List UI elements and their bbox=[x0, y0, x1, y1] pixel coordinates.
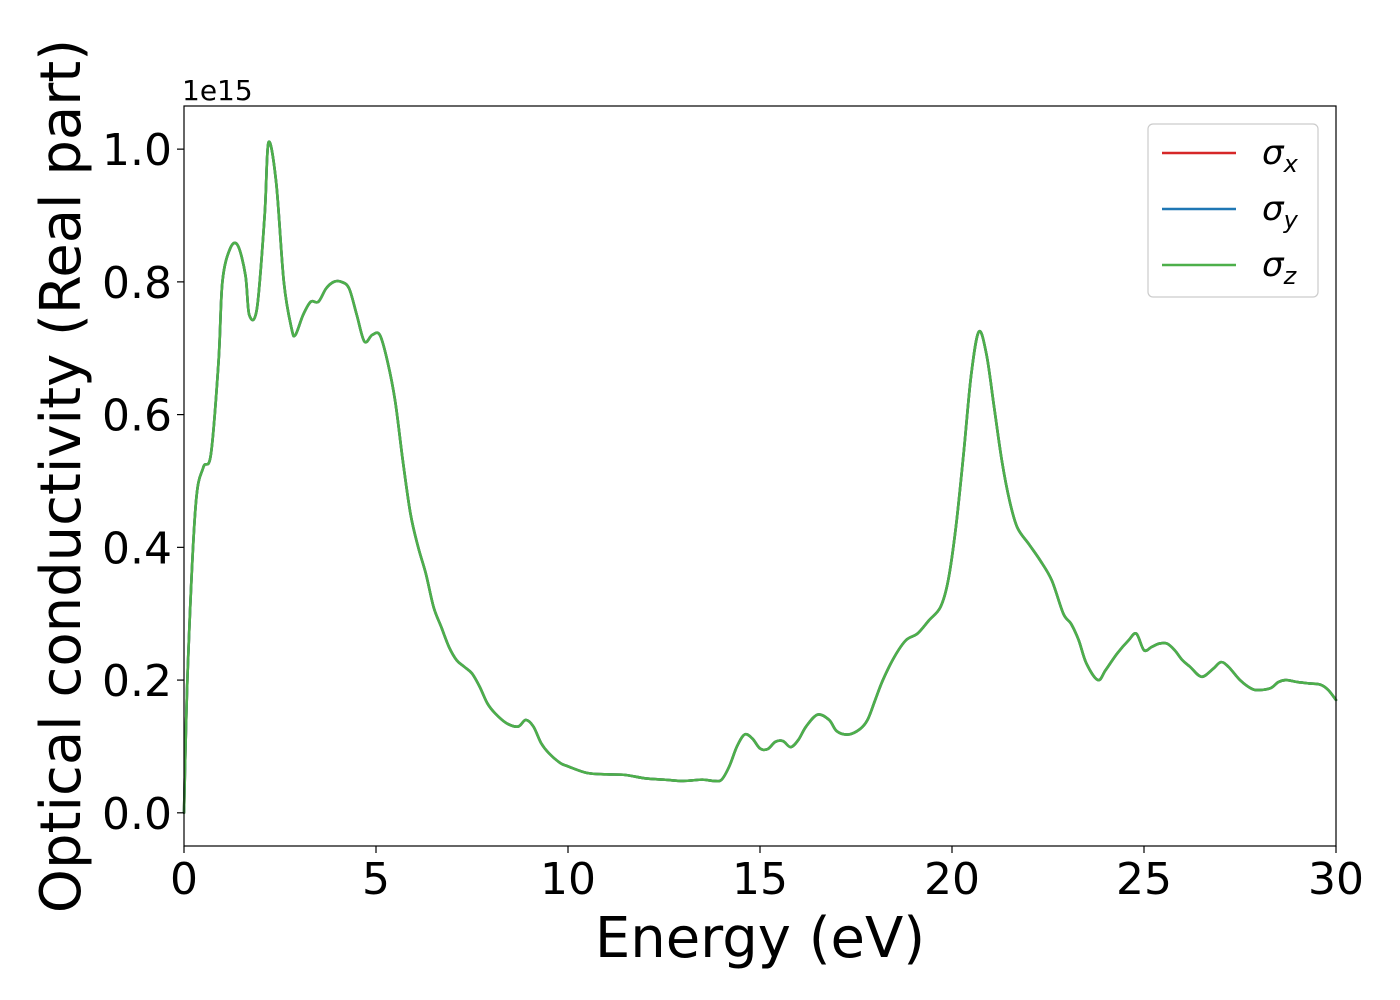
series-layer bbox=[182, 140, 1338, 815]
y-tick-label: 1.0 bbox=[102, 125, 172, 176]
y-tick-label: 0.0 bbox=[102, 789, 172, 840]
x-tick-label: 30 bbox=[1308, 854, 1364, 905]
x-axis-ticks: 0 5 10 15 20 25 30 bbox=[170, 846, 1364, 905]
y-tick-label: 0.4 bbox=[102, 523, 172, 574]
x-axis-label: Energy (eV) bbox=[595, 906, 925, 971]
y-axis-label: Optical conductivity (Real part) bbox=[29, 39, 94, 913]
x-tick-label: 15 bbox=[732, 854, 788, 905]
y-offset-label: 1e15 bbox=[182, 74, 253, 107]
legend-label-1: σx bbox=[1262, 133, 1299, 178]
legend-box bbox=[1147, 123, 1319, 298]
x-tick-label: 10 bbox=[540, 854, 596, 905]
legend-label-2: σy bbox=[1262, 189, 1299, 234]
x-tick-label: 25 bbox=[1116, 854, 1172, 905]
legend: σx σy σz bbox=[1147, 123, 1319, 298]
legend-items: σx σy σz bbox=[1162, 133, 1299, 290]
x-tick-label: 5 bbox=[362, 854, 390, 905]
series-line-3 bbox=[182, 140, 1338, 815]
y-tick-label: 0.8 bbox=[102, 258, 172, 309]
y-axis-ticks: 0.0 0.2 0.4 0.6 0.8 1.0 bbox=[102, 125, 184, 840]
x-tick-label: 0 bbox=[170, 854, 198, 905]
legend-label-3: σz bbox=[1262, 245, 1298, 290]
x-tick-label: 20 bbox=[924, 854, 980, 905]
y-tick-label: 0.6 bbox=[102, 391, 172, 442]
y-tick-label: 0.2 bbox=[102, 656, 172, 707]
